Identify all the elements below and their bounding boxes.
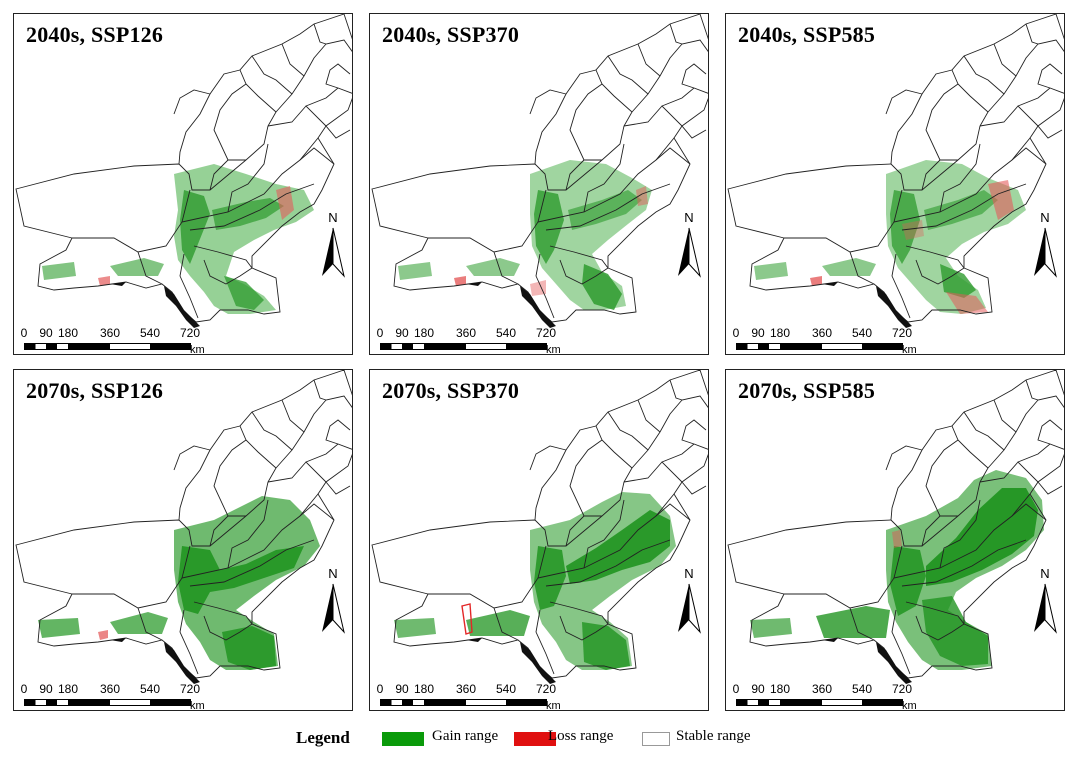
scale-unit: km: [902, 344, 917, 355]
north-arrow-icon: [322, 583, 345, 634]
panel-title: 2070s, SSP585: [738, 378, 876, 403]
panel-title: 2070s, SSP370: [382, 378, 520, 403]
map-2070s-ssp126: [15, 370, 352, 684]
panel-title: 2040s, SSP585: [738, 22, 876, 47]
scale-tick: 720: [891, 326, 913, 340]
scale-bar: 0 90 180 360 540 720 km: [732, 682, 932, 710]
north-arrow-icon: [1034, 227, 1057, 278]
scale-tick: 0: [732, 682, 740, 696]
scale-tick: 180: [769, 682, 791, 696]
scale-bar: 0 90 180 360 540 720 km: [732, 326, 932, 354]
legend-swatch-loss: [514, 732, 556, 746]
legend-title: Legend: [296, 728, 350, 747]
north-arrow: N: [1030, 566, 1060, 636]
scale-tick: 360: [99, 326, 121, 340]
legend-label-stable: Stable range: [676, 728, 751, 744]
legend-swatch-gain: [382, 732, 424, 746]
north-label: N: [1040, 210, 1050, 225]
map-2070s-ssp585: [727, 370, 1064, 684]
scale-tick: 180: [413, 682, 435, 696]
legend: Legend Gain range Loss range Stable rang…: [0, 722, 1076, 754]
scale-tick: 0: [376, 682, 384, 696]
scale-tick: 90: [395, 326, 409, 340]
map-panel-2040s-ssp370: 2040s, SSP370 N 0 90 180 360 540 720 km: [369, 13, 709, 355]
north-label: N: [328, 210, 338, 225]
scale-bar-graphic: [380, 343, 547, 350]
scale-tick: 540: [495, 326, 517, 340]
scale-tick: 360: [455, 682, 477, 696]
legend-label-gain: Gain range: [432, 728, 499, 744]
scale-bar: 0 90 180 360 540 720 km: [20, 682, 220, 710]
map-2040s-ssp370: [371, 14, 708, 328]
scale-tick: 720: [179, 326, 201, 340]
scale-tick: 0: [20, 326, 28, 340]
map-panel-2070s-ssp370: 2070s, SSP370 N 0 90 180 360 540 720 km: [369, 369, 709, 711]
scale-tick: 90: [751, 682, 765, 696]
north-arrow-icon: [678, 583, 701, 634]
scale-tick: 720: [891, 682, 913, 696]
scale-tick: 540: [139, 682, 161, 696]
north-label: N: [1040, 566, 1050, 581]
map-panel-2040s-ssp585: 2040s, SSP585 N 0 90 180 360 540 720 km: [725, 13, 1065, 355]
scale-bar: 0 90 180 360 540 720 km: [20, 326, 220, 354]
scale-bar-graphic: [380, 699, 547, 706]
north-arrow: N: [318, 566, 348, 636]
scale-tick: 90: [39, 682, 53, 696]
scale-bar-graphic: [736, 343, 903, 350]
map-panel-2040s-ssp126: 2040s, SSP126 N 0 90 180 360 540 720 km: [13, 13, 353, 355]
scale-unit: km: [190, 700, 205, 711]
map-panel-2070s-ssp126: 2070s, SSP126 N 0 90 180 360 540 720 km: [13, 369, 353, 711]
north-arrow: N: [1030, 210, 1060, 280]
panel-title: 2040s, SSP126: [26, 22, 164, 47]
scale-tick: 540: [139, 326, 161, 340]
legend-swatch-stable: [642, 732, 670, 746]
scale-tick: 720: [179, 682, 201, 696]
scale-tick: 180: [769, 326, 791, 340]
map-2070s-ssp370: [371, 370, 708, 684]
scale-tick: 360: [811, 682, 833, 696]
scale-tick: 90: [751, 326, 765, 340]
scale-tick: 540: [851, 326, 873, 340]
panel-title: 2070s, SSP126: [26, 378, 164, 403]
scale-tick: 180: [57, 326, 79, 340]
north-arrow-icon: [322, 227, 345, 278]
scale-tick: 360: [455, 326, 477, 340]
map-2040s-ssp585: [727, 14, 1064, 328]
scale-tick: 90: [39, 326, 53, 340]
north-arrow: N: [318, 210, 348, 280]
scale-tick: 180: [413, 326, 435, 340]
north-arrow-icon: [1034, 583, 1057, 634]
north-arrow: N: [674, 210, 704, 280]
scale-tick: 0: [376, 326, 384, 340]
scale-tick: 360: [811, 326, 833, 340]
scale-tick: 90: [395, 682, 409, 696]
scale-tick: 540: [495, 682, 517, 696]
north-arrow: N: [674, 566, 704, 636]
scale-tick: 720: [535, 682, 557, 696]
scale-tick: 720: [535, 326, 557, 340]
map-2040s-ssp126: [15, 14, 352, 328]
scale-bar-graphic: [24, 343, 191, 350]
scale-bar: 0 90 180 360 540 720 km: [376, 326, 576, 354]
scale-bar-graphic: [736, 699, 903, 706]
scale-bar-graphic: [24, 699, 191, 706]
scale-bar: 0 90 180 360 540 720 km: [376, 682, 576, 710]
north-arrow-icon: [678, 227, 701, 278]
scale-tick: 540: [851, 682, 873, 696]
scale-tick: 0: [732, 326, 740, 340]
scale-tick: 360: [99, 682, 121, 696]
north-label: N: [684, 566, 694, 581]
scale-unit: km: [546, 344, 561, 355]
scale-unit: km: [902, 700, 917, 711]
scale-tick: 0: [20, 682, 28, 696]
north-label: N: [328, 566, 338, 581]
legend-label-loss: Loss range: [548, 728, 614, 744]
scale-tick: 180: [57, 682, 79, 696]
map-panel-2070s-ssp585: 2070s, SSP585 N 0 90 180 360 540 720 km: [725, 369, 1065, 711]
north-label: N: [684, 210, 694, 225]
scale-unit: km: [546, 700, 561, 711]
panel-title: 2040s, SSP370: [382, 22, 520, 47]
scale-unit: km: [190, 344, 205, 355]
